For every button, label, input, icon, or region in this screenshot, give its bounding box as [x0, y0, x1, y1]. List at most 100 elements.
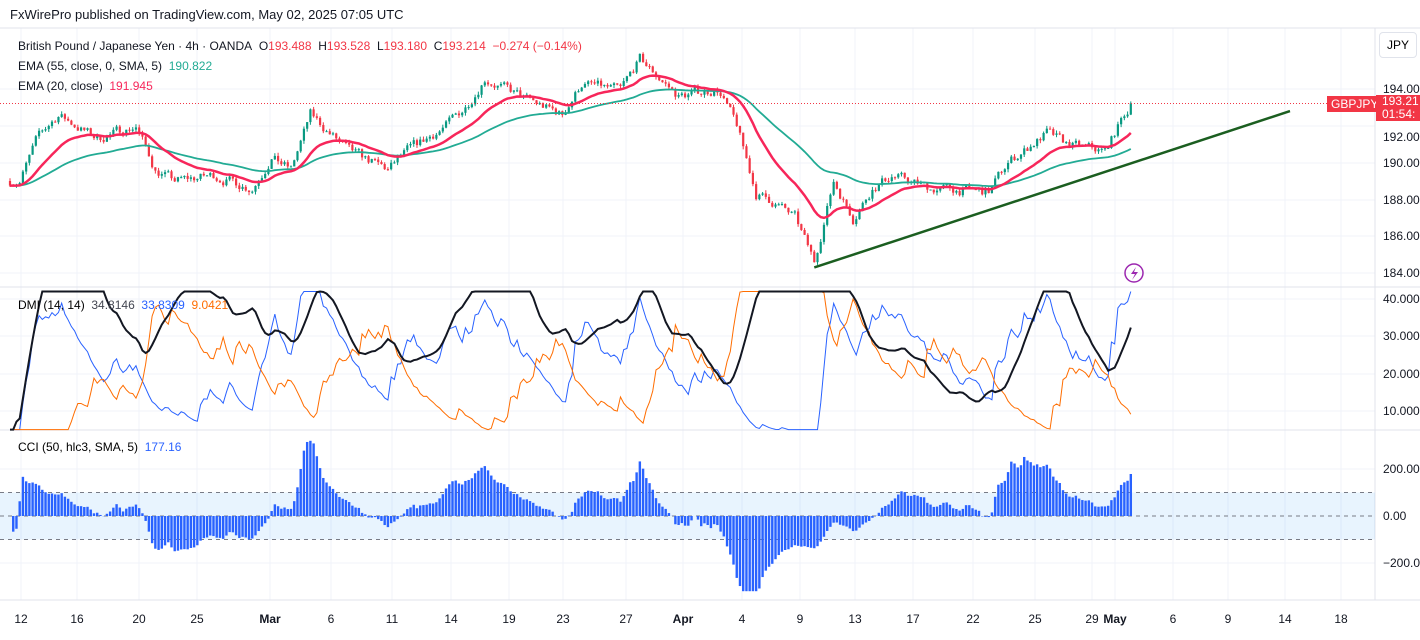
cci-bar	[228, 516, 231, 533]
candle-body	[422, 139, 425, 142]
cci-bar	[496, 482, 499, 516]
candle-body	[54, 121, 57, 123]
cci-bar	[1107, 505, 1110, 516]
candle-body	[780, 203, 784, 205]
cci-bar	[712, 516, 716, 525]
candle-body	[480, 85, 483, 95]
candle-body	[199, 173, 202, 179]
candle-body	[603, 84, 606, 86]
cci-bar	[851, 516, 855, 532]
cci-bar	[764, 516, 768, 571]
plus-di-line	[10, 291, 1132, 431]
open-label: O	[258, 39, 269, 53]
cci-bar	[683, 516, 687, 526]
cci-bar	[893, 498, 897, 516]
candle-body	[1097, 149, 1100, 152]
candle-body	[1123, 116, 1126, 119]
cci-bar	[1061, 490, 1065, 516]
cci-bar	[829, 516, 832, 527]
cci-bar	[457, 483, 461, 516]
y-tick-label: −200.00	[1383, 556, 1420, 570]
cci-bar	[803, 516, 806, 547]
cci-bar	[519, 497, 522, 516]
y-tick-label: 192.00	[1383, 130, 1420, 144]
cci-bar	[1010, 461, 1013, 516]
cci-bar	[1045, 464, 1049, 516]
y-tick-label: 190.00	[1383, 156, 1420, 170]
ema20-legend[interactable]: EMA (20, close) 191.945	[18, 76, 582, 96]
cci-bar	[616, 498, 619, 516]
cci-bar	[173, 516, 176, 552]
cci-bar	[1100, 506, 1103, 516]
candle-body	[89, 128, 92, 135]
cci-bar	[415, 508, 419, 516]
symbol-legend[interactable]: British Pound / Japanese Yen · 4h · OAND…	[18, 36, 582, 56]
cci-bar	[154, 516, 157, 549]
cci-bar	[1103, 506, 1107, 516]
last-price: 193.21	[1382, 95, 1419, 108]
cci-bar	[1032, 465, 1036, 516]
cci-bar	[309, 440, 312, 516]
y-tick-label: 200.00	[1383, 462, 1420, 476]
candle-body	[83, 127, 86, 130]
candle-body	[874, 189, 877, 191]
candle-body	[1006, 162, 1010, 170]
candle-body	[674, 88, 677, 97]
candle-body	[273, 155, 276, 160]
cci-bar	[86, 506, 89, 516]
candle-body	[683, 93, 687, 98]
trendline	[813, 109, 1291, 269]
cci-bar	[1077, 498, 1081, 516]
cci-bar	[380, 516, 383, 521]
candle-body	[738, 125, 742, 133]
candle-body	[748, 158, 751, 173]
cci-bar	[57, 494, 60, 516]
candle-body	[548, 104, 551, 107]
x-tick-label: 20	[132, 612, 146, 626]
candle-body	[1003, 169, 1006, 173]
candle-body	[893, 177, 897, 179]
x-tick-label: 14	[1278, 612, 1292, 626]
dmi-legend[interactable]: DMI (14, 14) 34.8146 33.8309 9.0421	[18, 298, 228, 312]
cci-bar	[677, 516, 680, 525]
cci-legend[interactable]: CCI (50, hlc3, SMA, 5) 177.16	[18, 440, 181, 454]
cci-bar	[47, 493, 50, 516]
candle-body	[402, 150, 406, 156]
cci-bar	[105, 513, 109, 516]
x-tick-label: 25	[1028, 612, 1042, 626]
currency-button[interactable]: JPY	[1379, 32, 1417, 58]
cci-bar	[144, 516, 147, 521]
cci-bar	[900, 491, 903, 516]
cci-bar	[890, 500, 893, 516]
ema55-legend[interactable]: EMA (55, close, 0, SMA, 5) 190.822	[18, 56, 582, 76]
candle-body	[645, 62, 648, 67]
candle-body	[335, 133, 338, 139]
y-tick-label: 188.00	[1383, 193, 1420, 207]
candle-body	[390, 162, 393, 170]
cci-bar	[1071, 497, 1074, 516]
candle-body	[141, 132, 144, 137]
cci-bar	[150, 516, 154, 544]
candle-body	[8, 181, 12, 186]
candle-body	[932, 189, 935, 193]
candle-body	[34, 136, 37, 146]
candle-body	[386, 169, 390, 171]
x-tick-label: Apr	[673, 612, 694, 626]
candle-body	[1107, 148, 1110, 150]
high-value: 193.528	[326, 39, 371, 53]
cci-bar	[580, 496, 583, 516]
cci-bar	[583, 492, 587, 516]
candle-body	[997, 171, 1000, 179]
candle-body	[1078, 140, 1081, 146]
cci-bar	[134, 504, 138, 516]
candle-body	[115, 126, 118, 130]
candle-body	[671, 87, 674, 89]
candle-body	[444, 121, 448, 128]
candle-body	[306, 122, 309, 129]
candle-body	[31, 145, 34, 155]
candle-body	[128, 129, 131, 131]
cci-bar	[1129, 473, 1133, 516]
candle-body	[596, 80, 599, 84]
x-tick-label: 13	[848, 612, 862, 626]
